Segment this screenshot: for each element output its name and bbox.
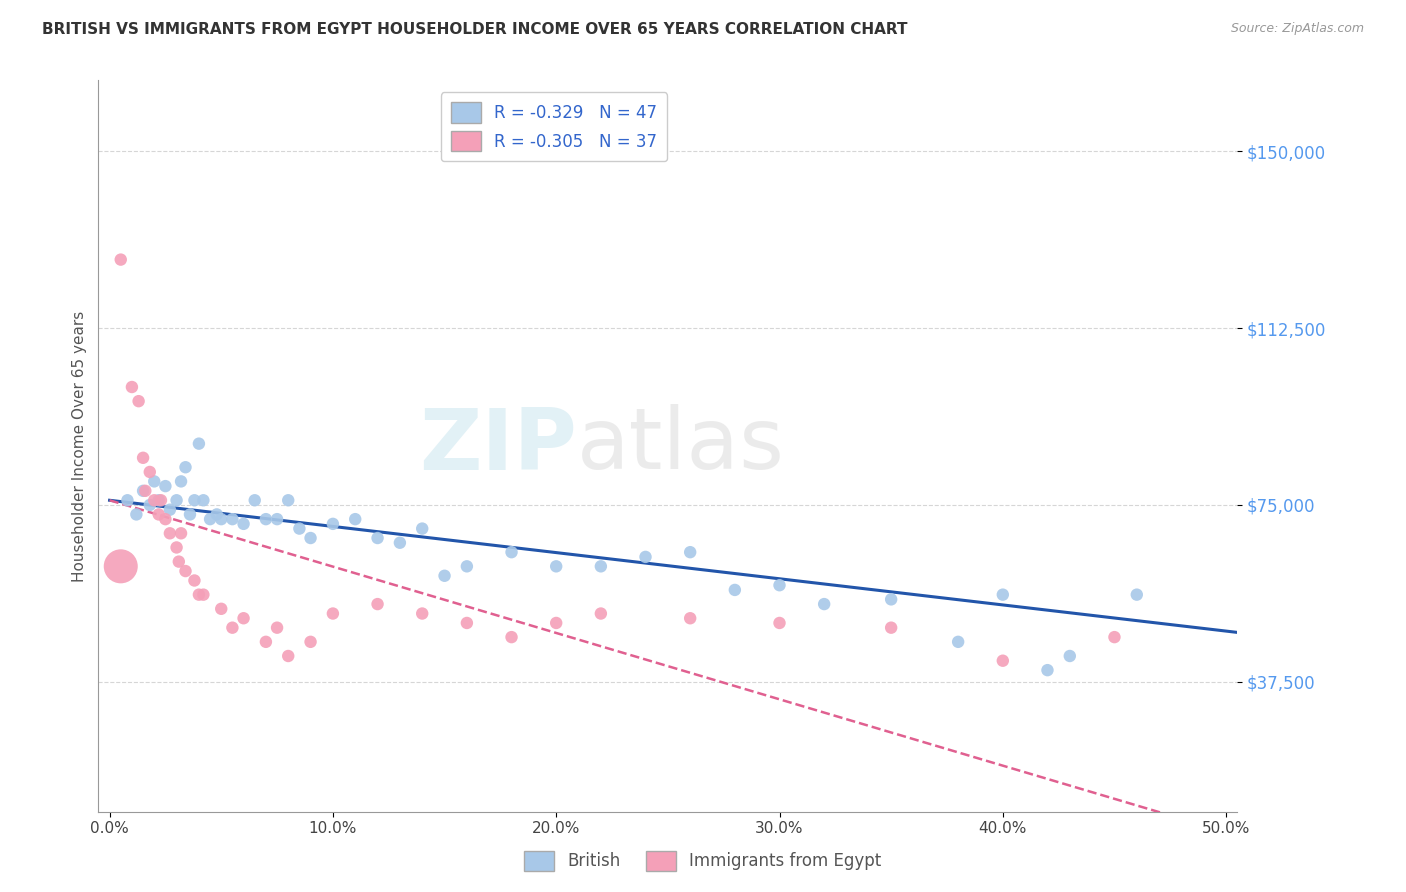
Point: [433, 568, 456, 582]
Point: [143, 493, 166, 508]
Point: [193, 588, 215, 602]
Point: [193, 493, 215, 508]
Y-axis label: Householder Income Over 65 years: Householder Income Over 65 years: [72, 310, 87, 582]
Point: [187, 588, 209, 602]
Point: [768, 578, 790, 592]
Point: [159, 526, 181, 541]
Point: [121, 380, 143, 394]
Point: [209, 602, 232, 616]
Legend: British, Immigrants from Egypt: British, Immigrants from Egypt: [516, 842, 890, 880]
Point: [155, 479, 177, 493]
Point: [183, 574, 205, 588]
Point: [134, 483, 156, 498]
Point: [546, 615, 568, 630]
Point: [149, 493, 172, 508]
Point: [299, 635, 322, 649]
Point: [209, 512, 232, 526]
Legend: R = -0.329   N = 47, R = -0.305   N = 37: R = -0.329 N = 47, R = -0.305 N = 37: [441, 92, 666, 161]
Point: [170, 475, 193, 489]
Point: [1059, 648, 1081, 663]
Point: [254, 635, 277, 649]
Point: [991, 588, 1014, 602]
Point: [880, 592, 903, 607]
Point: [589, 559, 612, 574]
Point: [139, 498, 162, 512]
Text: Source: ZipAtlas.com: Source: ZipAtlas.com: [1230, 22, 1364, 36]
Point: [266, 621, 288, 635]
Point: [411, 607, 433, 621]
Point: [125, 508, 148, 522]
Point: [166, 493, 188, 508]
Point: [456, 615, 478, 630]
Point: [132, 483, 155, 498]
Point: [1104, 630, 1126, 644]
Point: [501, 630, 523, 644]
Point: [221, 512, 243, 526]
Point: [232, 516, 254, 531]
Point: [546, 559, 568, 574]
Point: [205, 508, 228, 522]
Point: [768, 615, 790, 630]
Point: [132, 450, 155, 465]
Point: [322, 516, 344, 531]
Point: [344, 512, 367, 526]
Point: [148, 508, 170, 522]
Point: [634, 549, 657, 564]
Point: [946, 635, 969, 649]
Point: [148, 493, 170, 508]
Point: [1126, 588, 1149, 602]
Point: [367, 531, 389, 545]
Point: [322, 607, 344, 621]
Point: [167, 555, 190, 569]
Point: [187, 436, 209, 450]
Point: [367, 597, 389, 611]
Point: [277, 648, 299, 663]
Point: [110, 252, 132, 267]
Text: BRITISH VS IMMIGRANTS FROM EGYPT HOUSEHOLDER INCOME OVER 65 YEARS CORRELATION CH: BRITISH VS IMMIGRANTS FROM EGYPT HOUSEHO…: [42, 22, 908, 37]
Point: [456, 559, 478, 574]
Point: [232, 611, 254, 625]
Text: ZIP: ZIP: [419, 404, 576, 488]
Point: [724, 582, 747, 597]
Point: [589, 607, 612, 621]
Point: [1036, 663, 1059, 677]
Point: [411, 522, 433, 536]
Text: atlas: atlas: [576, 404, 785, 488]
Point: [813, 597, 835, 611]
Point: [143, 475, 166, 489]
Point: [277, 493, 299, 508]
Point: [110, 559, 132, 574]
Point: [501, 545, 523, 559]
Point: [159, 502, 181, 516]
Point: [174, 564, 197, 578]
Point: [679, 545, 702, 559]
Point: [288, 522, 311, 536]
Point: [117, 493, 139, 508]
Point: [388, 535, 411, 549]
Point: [254, 512, 277, 526]
Point: [880, 621, 903, 635]
Point: [155, 512, 177, 526]
Point: [198, 512, 221, 526]
Point: [128, 394, 150, 409]
Point: [166, 541, 188, 555]
Point: [266, 512, 288, 526]
Point: [991, 654, 1014, 668]
Point: [679, 611, 702, 625]
Point: [243, 493, 266, 508]
Point: [299, 531, 322, 545]
Point: [170, 526, 193, 541]
Point: [221, 621, 243, 635]
Point: [183, 493, 205, 508]
Point: [139, 465, 162, 479]
Point: [179, 508, 201, 522]
Point: [174, 460, 197, 475]
